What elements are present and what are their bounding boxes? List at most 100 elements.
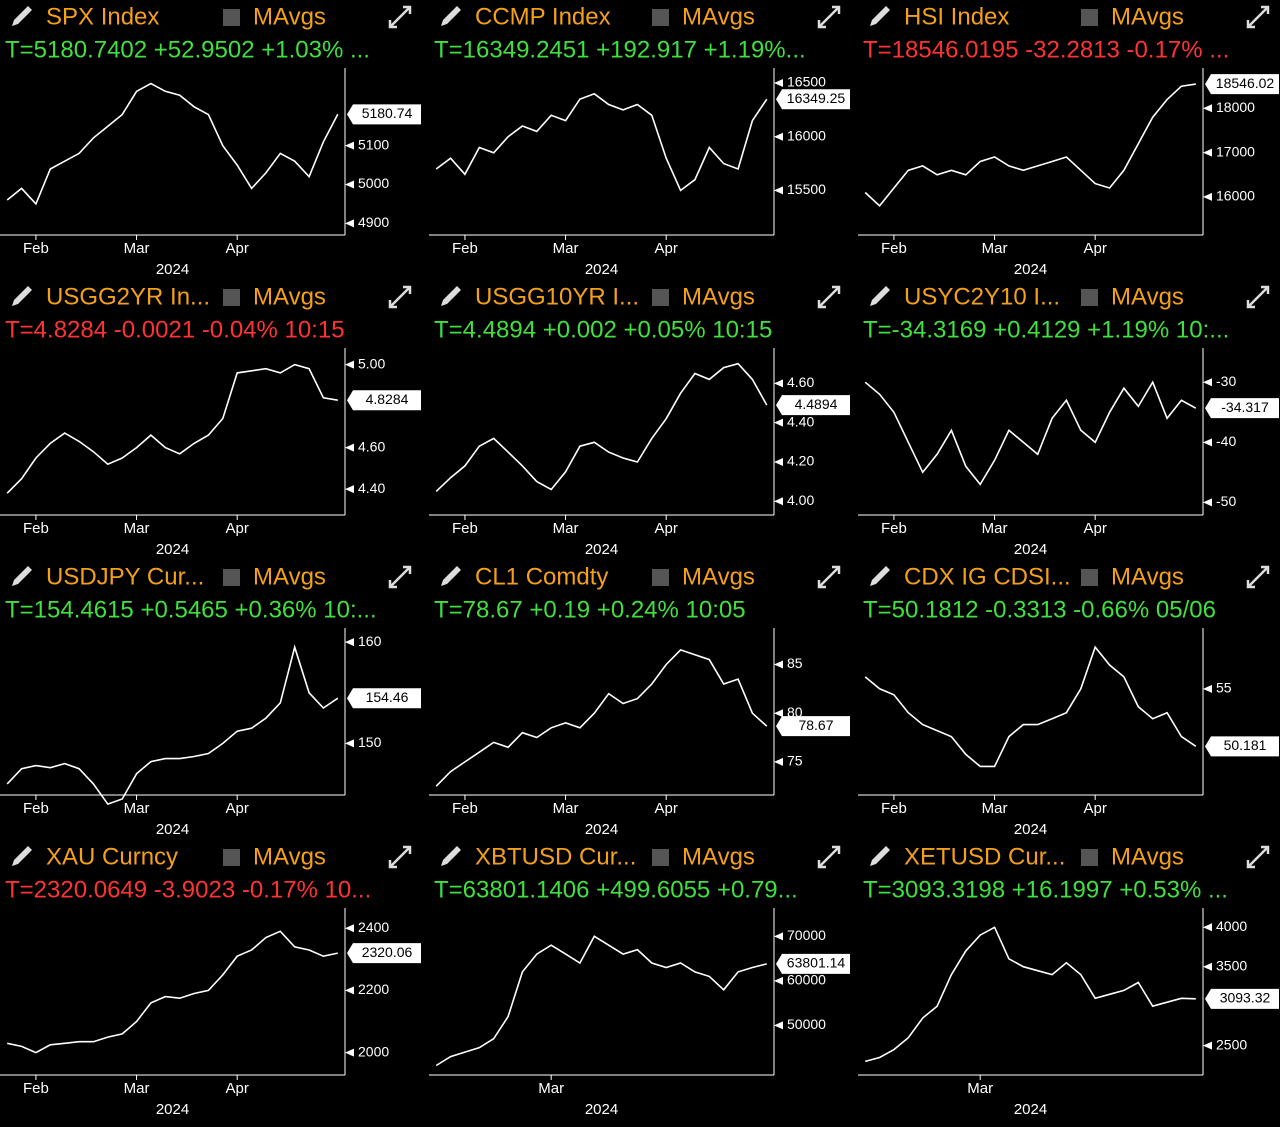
edit-icon[interactable] — [870, 846, 890, 866]
x-tick-label: Mar — [124, 1080, 150, 1097]
expand-icon[interactable] — [1246, 285, 1270, 309]
y-tick — [1203, 1041, 1212, 1050]
last-price-label: 2320.06 — [362, 944, 413, 960]
x-tick-label: Feb — [23, 800, 49, 817]
toggle-box[interactable] — [652, 569, 669, 586]
last-price-tag: -34.317 — [1205, 398, 1279, 419]
y-tick — [774, 457, 783, 466]
toggle-box[interactable] — [223, 289, 240, 306]
edit-icon[interactable] — [441, 566, 461, 586]
expand-icon[interactable] — [388, 285, 412, 309]
expand-icon[interactable] — [388, 565, 412, 589]
chart-panel: USDJPY Cur... MAvgs T=154.4615 +0.5465 +0.… — [0, 563, 421, 838]
y-tick-label: 55 — [1216, 680, 1232, 696]
edit-icon[interactable] — [870, 286, 890, 306]
edit-icon[interactable] — [12, 566, 32, 586]
y-tick-label: 4000 — [1216, 918, 1247, 934]
edit-icon[interactable] — [12, 6, 32, 26]
x-tick-label: Mar — [553, 800, 579, 817]
toggle-box[interactable] — [223, 849, 240, 866]
x-tick-label: Feb — [452, 240, 478, 257]
x-tick-label: Apr — [655, 240, 678, 257]
edit-icon[interactable] — [441, 846, 461, 866]
expand-icon[interactable] — [388, 845, 412, 869]
y-tick — [345, 219, 354, 228]
chart-panel: SPX Index MAvgs T=5180.7402 +52.9502 +1.03… — [0, 3, 421, 278]
y-tick — [345, 443, 354, 452]
y-tick-label: 4.60 — [787, 374, 814, 390]
expand-icon[interactable] — [388, 5, 412, 29]
expand-icon[interactable] — [1246, 845, 1270, 869]
x-axis-label: 2024 — [1014, 541, 1047, 558]
expand-icon[interactable] — [817, 5, 841, 29]
price-line — [864, 380, 1197, 486]
edit-icon[interactable] — [12, 286, 32, 306]
toggle-box[interactable] — [1081, 849, 1098, 866]
x-axis-label: 2024 — [156, 261, 189, 278]
y-tick-label: 150 — [358, 734, 382, 750]
y-tick — [774, 132, 783, 141]
price-line — [435, 362, 768, 492]
edit-icon[interactable] — [441, 286, 461, 306]
last-price-tag: 50.181 — [1205, 736, 1279, 757]
y-tick — [345, 739, 354, 748]
last-price-tag: 3093.32 — [1205, 988, 1279, 1009]
last-price-box — [776, 953, 850, 974]
last-price-box — [347, 104, 421, 125]
expand-icon[interactable] — [817, 845, 841, 869]
toggle-box[interactable] — [1081, 9, 1098, 26]
last-price-label: 154.46 — [366, 689, 409, 705]
toggle-label: MAvgs — [682, 283, 755, 310]
x-tick-label: Feb — [452, 800, 478, 817]
x-tick-label: Apr — [655, 800, 678, 817]
toggle-box[interactable] — [1081, 569, 1098, 586]
chart-panel: CDX IG CDSI... MAvgs T=50.1812 -0.3313 -0.… — [858, 563, 1279, 838]
last-price-box — [1205, 398, 1279, 419]
y-tick — [774, 186, 783, 195]
subtitle: T=2320.0649 -3.9023 -0.17% 10... — [5, 876, 371, 903]
last-price-box — [776, 716, 850, 737]
toggle-box[interactable] — [652, 9, 669, 26]
expand-icon[interactable] — [817, 285, 841, 309]
toggle-box[interactable] — [223, 569, 240, 586]
last-price-box — [1205, 736, 1279, 757]
x-axis-label: 2024 — [156, 541, 189, 558]
x-axis-label: 2024 — [585, 1101, 618, 1118]
x-axis-label: 2024 — [585, 261, 618, 278]
x-tick-label: Mar — [982, 240, 1008, 257]
x-axis-label: 2024 — [585, 821, 618, 838]
edit-icon[interactable] — [441, 6, 461, 26]
last-price-tag: 4.8284 — [347, 390, 421, 411]
last-price-label: 50.181 — [1224, 737, 1267, 753]
y-tick-label: 70000 — [787, 927, 826, 943]
last-price-label: 4.8284 — [366, 391, 409, 407]
toggle-box[interactable] — [652, 289, 669, 306]
y-tick — [1203, 148, 1212, 157]
toggle-box[interactable] — [223, 9, 240, 26]
x-axis-label: 2024 — [1014, 261, 1047, 278]
x-tick-label: Mar — [982, 800, 1008, 817]
subtitle: T=18546.0195 -32.2813 -0.17% ... — [863, 36, 1229, 63]
edit-icon[interactable] — [870, 566, 890, 586]
edit-icon[interactable] — [870, 6, 890, 26]
subtitle: T=63801.1406 +499.6055 +0.79... — [434, 876, 798, 903]
toggle-label: MAvgs — [682, 563, 755, 590]
x-axis-label: 2024 — [1014, 1101, 1047, 1118]
edit-icon[interactable] — [12, 846, 32, 866]
price-line — [864, 645, 1197, 768]
y-tick — [774, 79, 783, 88]
panel-title: CCMP Index — [475, 3, 611, 30]
y-tick-label: 85 — [787, 655, 803, 671]
subtitle: T=-34.3169 +0.4129 +1.19% 10:... — [863, 316, 1229, 343]
panel-title: CL1 Comdty — [475, 563, 608, 590]
chart-panel: CL1 Comdty MAvgs T=78.67 +0.19 +0.24% 10:0… — [429, 563, 850, 838]
chart-panel: HSI Index MAvgs T=18546.0195 -32.2813 -0.1… — [858, 3, 1279, 278]
last-price-tag: 78.67 — [776, 716, 850, 737]
toggle-box[interactable] — [1081, 289, 1098, 306]
expand-icon[interactable] — [1246, 5, 1270, 29]
expand-icon[interactable] — [817, 565, 841, 589]
toggle-box[interactable] — [652, 849, 669, 866]
expand-icon[interactable] — [1246, 565, 1270, 589]
y-tick-label: 16000 — [1216, 188, 1255, 204]
